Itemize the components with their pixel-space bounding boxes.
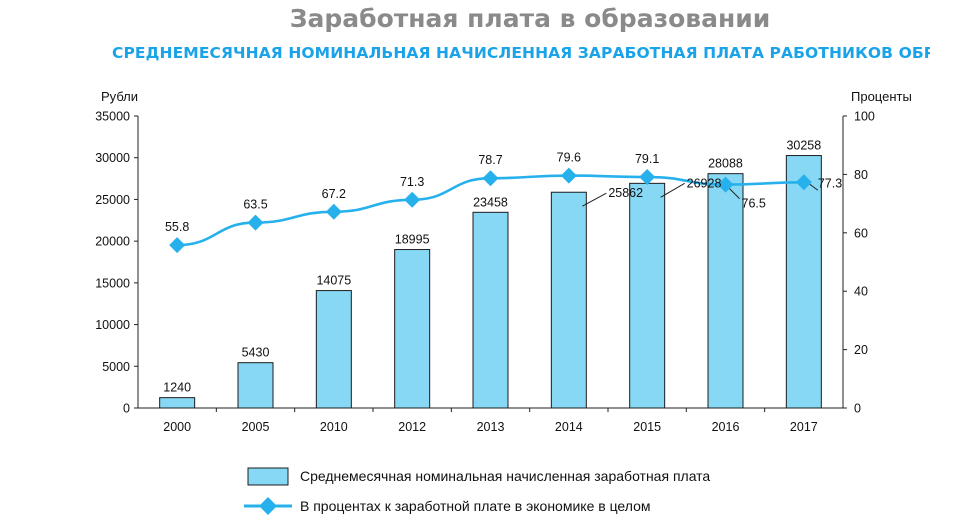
- x-tick-label: 2014: [555, 420, 583, 434]
- x-tick-label: 2017: [790, 420, 818, 434]
- bar-value-label: 25862: [608, 186, 643, 200]
- y-left-axis-label: Рубли: [101, 89, 138, 104]
- bar-value-label: 1240: [163, 381, 191, 395]
- chart-legend: Среднемесячная номинальная начисленная з…: [244, 467, 710, 515]
- legend-bar-swatch: [247, 467, 289, 486]
- bar-value-label: 5430: [242, 346, 270, 360]
- chart-subtitle: СРЕДНЕМЕСЯЧНАЯ НОМИНАЛЬНАЯ НАЧИСЛЕННАЯ З…: [112, 44, 930, 62]
- bar: [629, 182, 666, 409]
- line-marker: [247, 214, 264, 231]
- y-left-tick-label: 20000: [95, 235, 130, 249]
- bar: [237, 362, 274, 409]
- y-right-tick-label: 0: [854, 402, 861, 416]
- y-left-tick-label: 0: [123, 402, 130, 416]
- bar: [315, 290, 352, 409]
- bar-value-label: 14075: [316, 274, 351, 288]
- line-marker: [560, 167, 577, 184]
- x-tick-label: 2005: [242, 420, 270, 434]
- line-value-label: 79.1: [635, 152, 659, 166]
- y-left-tick-label: 5000: [102, 360, 130, 374]
- legend-line-label: В процентах к заработной плате в экономи…: [300, 498, 651, 514]
- line-marker: [795, 174, 812, 191]
- bar-value-label: 26928: [687, 176, 722, 190]
- line-value-label: 76.5: [742, 197, 766, 211]
- bar-value-label: 18995: [395, 233, 430, 247]
- bar-series: [159, 155, 822, 409]
- line-marker: [482, 170, 499, 187]
- x-tick-label: 2000: [163, 420, 191, 434]
- line-value-label: 67.2: [322, 187, 346, 201]
- y-left-tick-label: 10000: [95, 318, 130, 332]
- bar: [472, 211, 509, 409]
- legend-line-marker: [259, 497, 277, 515]
- x-tick-label: 2012: [398, 420, 426, 434]
- line-value-label: 79.6: [557, 151, 581, 165]
- line-value-label: 77.3: [818, 176, 842, 190]
- data-labels: 1240 5430 14075 18995 23458 25862 26928 28088 30…: [163, 139, 842, 395]
- y-right-tick-label: 60: [854, 226, 868, 240]
- y-right-tick-label: 20: [854, 343, 868, 357]
- y-left-tick-label: 35000: [95, 110, 130, 124]
- bar-label-leader: [582, 192, 607, 207]
- line-value-label: 55.8: [165, 220, 189, 234]
- chart-title: Заработная плата в образовании: [289, 4, 771, 33]
- line-value-label: 78.7: [478, 153, 502, 167]
- legend-bar-label: Среднемесячная номинальная начисленная з…: [300, 468, 710, 484]
- line-marker: [639, 169, 656, 186]
- bar: [550, 191, 587, 409]
- line-marker: [325, 203, 342, 220]
- line-series: [169, 167, 812, 254]
- y-right-tick-label: 100: [854, 110, 875, 124]
- y-left-tick-label: 15000: [95, 276, 130, 290]
- x-tick-label: 2015: [633, 420, 661, 434]
- bar-value-label: 23458: [473, 195, 508, 209]
- line-path: [177, 174, 804, 247]
- bar: [707, 173, 744, 409]
- bar: [785, 155, 822, 409]
- x-tick-label: 2016: [712, 420, 740, 434]
- line-marker: [404, 191, 421, 208]
- bar-value-label: 28088: [708, 157, 743, 171]
- y-right-tick-label: 80: [854, 168, 868, 182]
- line-value-label: 71.3: [400, 175, 424, 189]
- line-marker: [169, 237, 186, 254]
- line-label-leader: [809, 183, 819, 191]
- line-label-leader: [729, 188, 740, 199]
- bar-value-label: 30258: [786, 139, 821, 153]
- bar: [159, 397, 196, 409]
- y-left-tick-label: 30000: [95, 151, 130, 165]
- bar: [394, 249, 431, 409]
- x-tick-label: 2013: [477, 420, 505, 434]
- y-right-tick-label: 40: [854, 285, 868, 299]
- y-left-tick-label: 25000: [95, 193, 130, 207]
- line-value-label: 63.5: [243, 198, 267, 212]
- x-tick-label: 2010: [320, 420, 348, 434]
- chart-axes: 0 5000 10000 15000 20000 25000 30000 35000 0 20 40…: [95, 89, 912, 434]
- y-right-axis-label: Проценты: [851, 89, 912, 104]
- bar-label-leader: [660, 182, 685, 198]
